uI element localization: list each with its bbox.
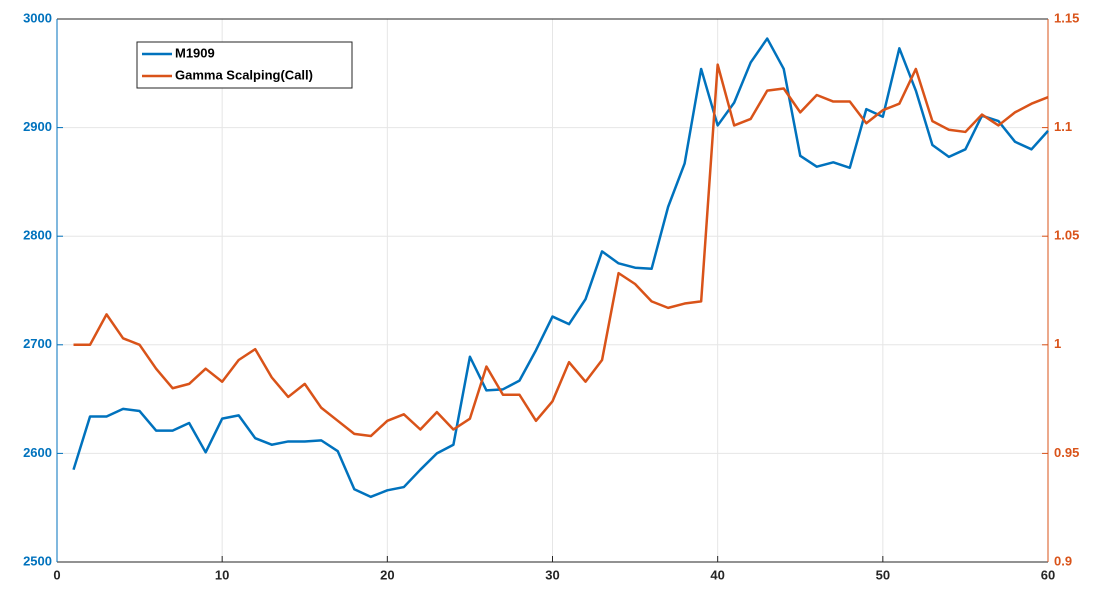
y-tick-label: 2700 <box>23 336 52 351</box>
y-tick-label: 2800 <box>23 228 52 243</box>
x-tick-label: 20 <box>380 567 394 582</box>
legend-box <box>136 41 353 89</box>
y2-tick-label: 1 <box>1054 336 1061 351</box>
y-tick-label: 2500 <box>23 553 52 568</box>
series-line <box>73 63 1049 438</box>
x-tick-label: 50 <box>876 567 890 582</box>
x-tick-label: 30 <box>545 567 559 582</box>
x-tick-label: 10 <box>215 567 229 582</box>
legend: M1909 Gamma Scalping(Call) <box>136 41 353 89</box>
y2-tick-label: 0.95 <box>1054 445 1079 460</box>
y2-tick-label: 1.05 <box>1054 228 1079 243</box>
y-tick-label: 3000 <box>23 10 52 25</box>
x-tick-label: 40 <box>710 567 724 582</box>
y-tick-label: 2600 <box>23 445 52 460</box>
series-line <box>72 37 1049 499</box>
y-tick-label: 2900 <box>23 119 52 134</box>
x-tick-label: 60 <box>1041 567 1055 582</box>
y2-tick-label: 0.9 <box>1054 553 1072 568</box>
y2-tick-label: 1.1 <box>1054 119 1072 134</box>
x-tick-label: 0 <box>53 567 60 582</box>
y2-tick-label: 1.15 <box>1054 10 1079 25</box>
legend-label: Gamma Scalping(Call) <box>175 67 313 82</box>
legend-label: M1909 <box>175 45 215 60</box>
